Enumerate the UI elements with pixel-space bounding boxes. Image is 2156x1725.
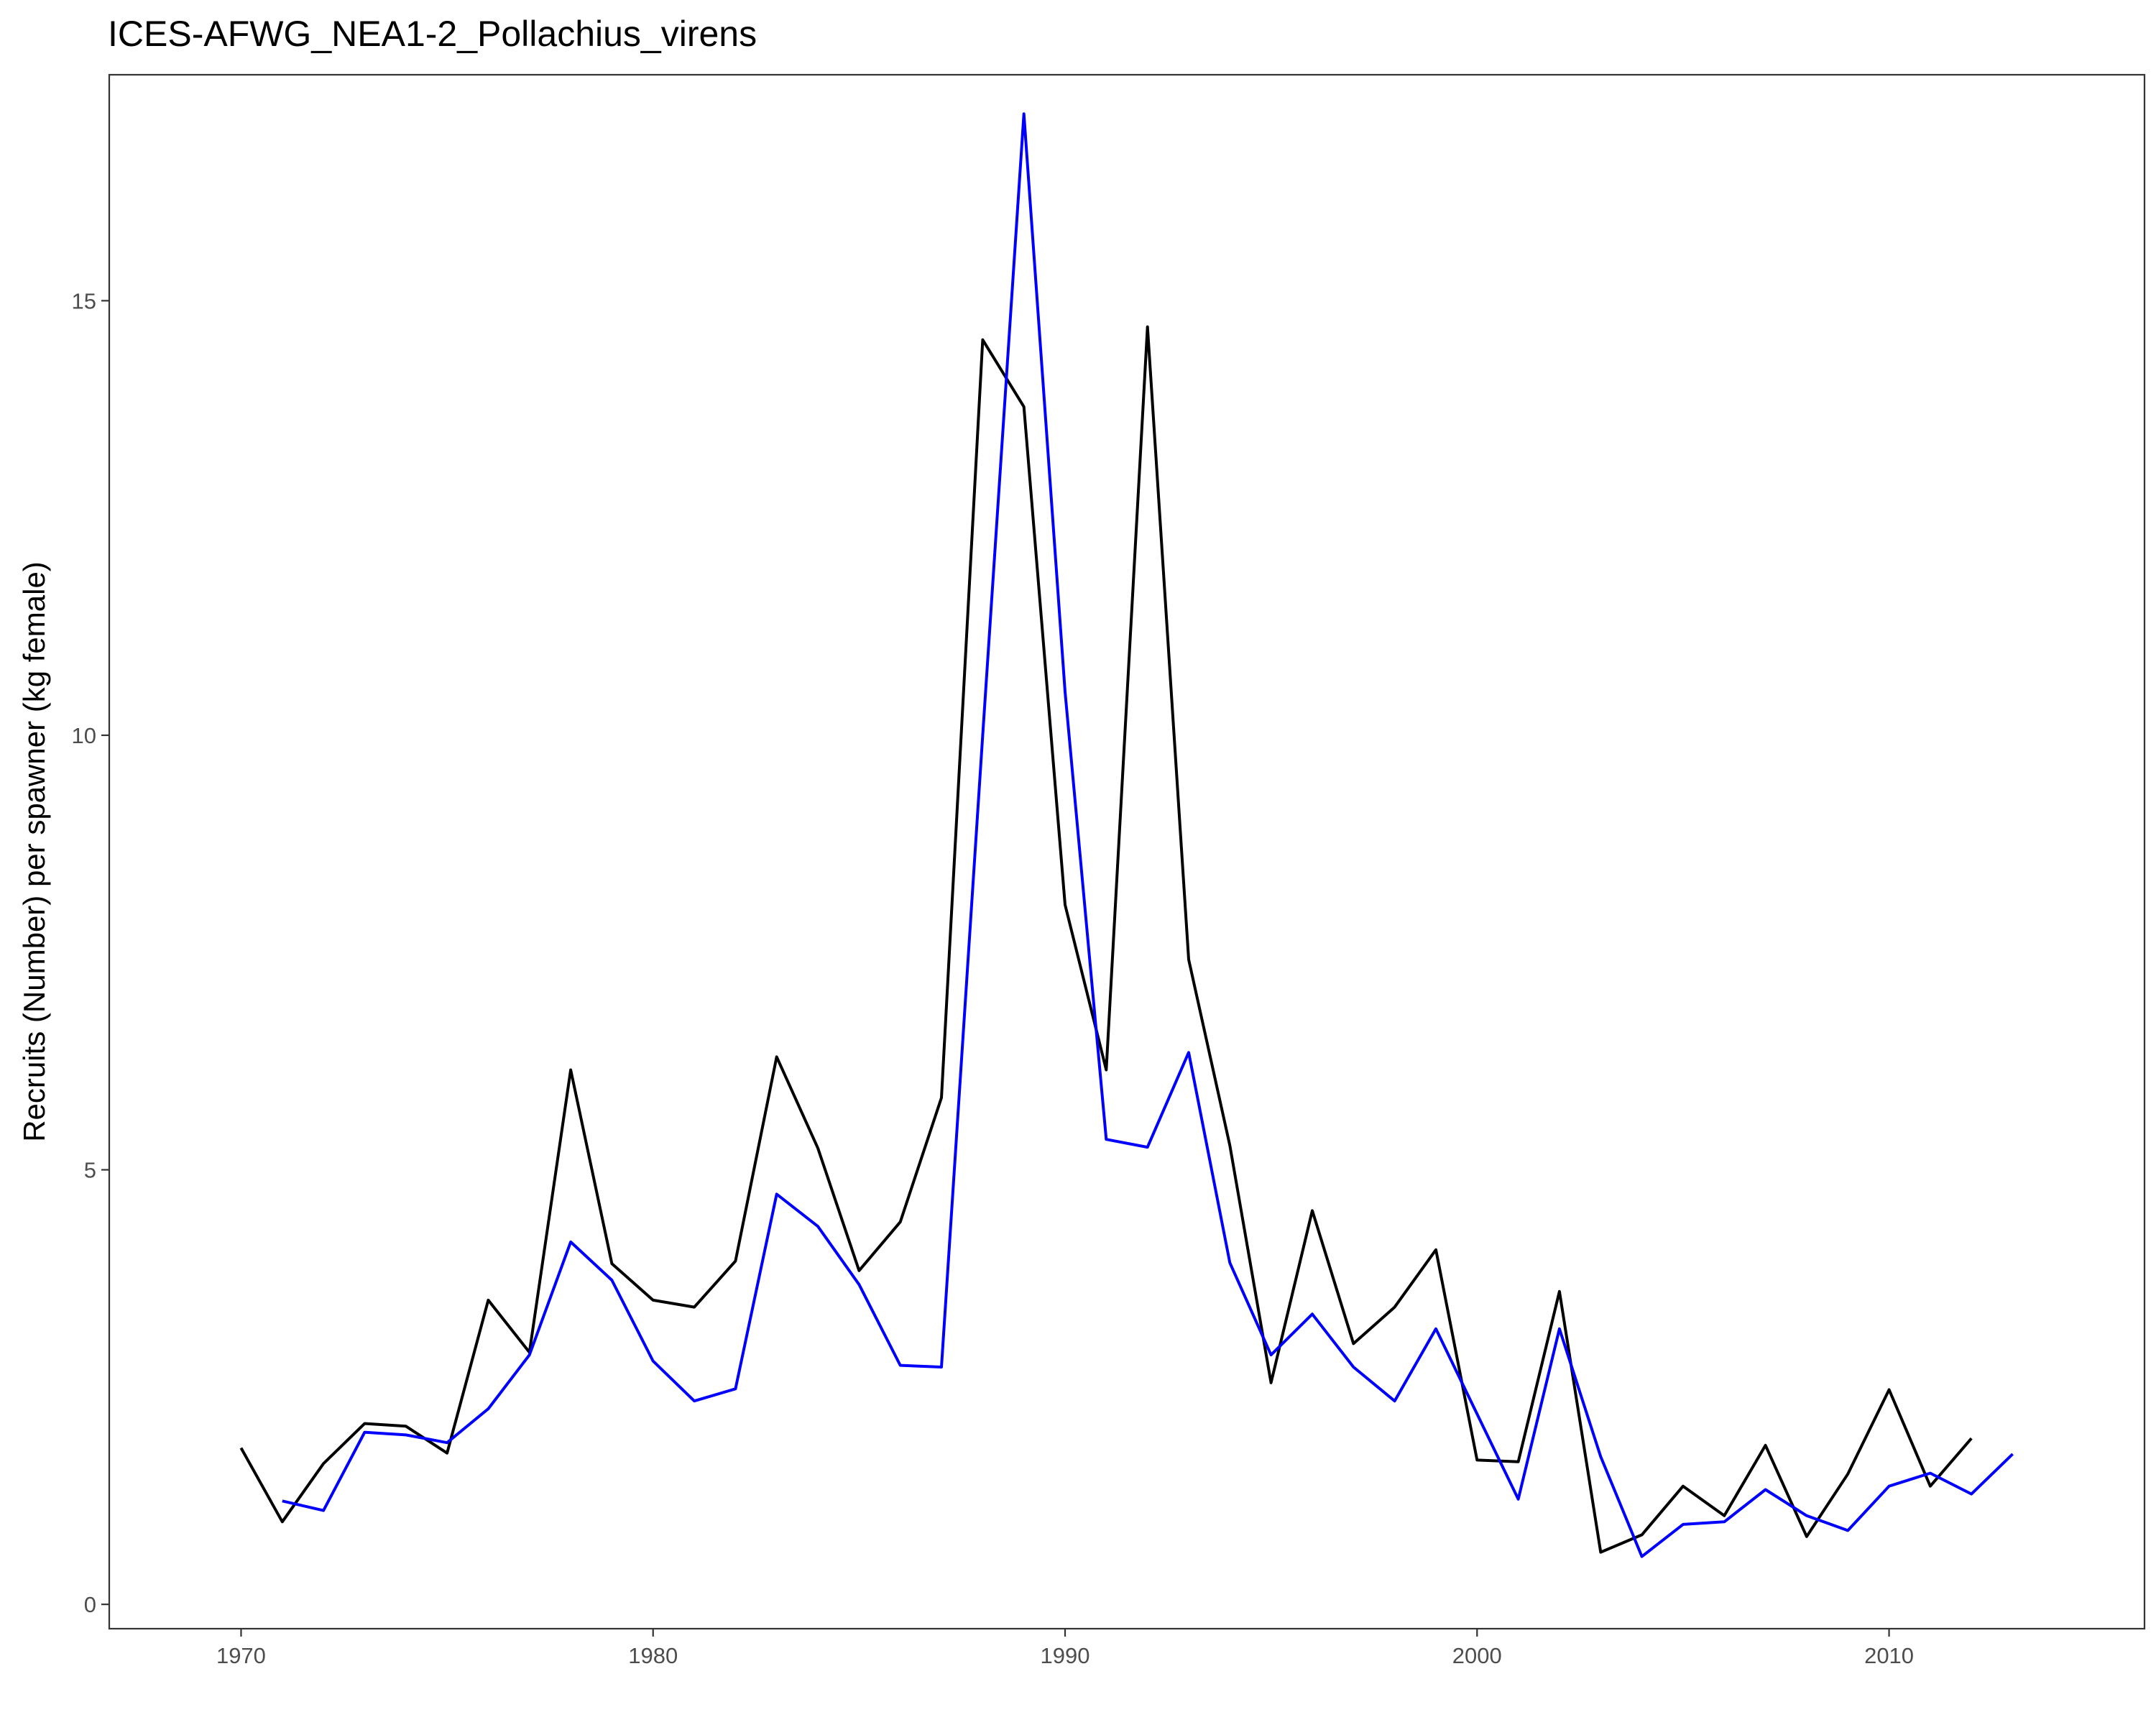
series-line-2: [282, 112, 2014, 1558]
x-tick-label: 1990: [1041, 1643, 1090, 1668]
x-tick-label: 1980: [628, 1643, 678, 1668]
y-tick-label: 15: [72, 288, 96, 313]
y-tick-label: 10: [72, 723, 96, 748]
chart-title: ICES-AFWG_NEA1-2_Pollachius_virens: [108, 14, 757, 54]
plot-panel: [108, 73, 2146, 1630]
series-layer: [239, 112, 2014, 1558]
x-tick-label: 1970: [216, 1643, 266, 1668]
x-tick-label: 2000: [1452, 1643, 1502, 1668]
y-tick-label: 5: [84, 1158, 96, 1183]
y-axis: 0 5 10 15: [72, 288, 109, 1617]
y-axis-title: Recruits (Number) per spawner (kg female…: [17, 561, 51, 1142]
x-tick-label: 2010: [1864, 1643, 1914, 1668]
x-axis: 1970 1980 1990 2000 2010: [216, 1629, 1914, 1668]
y-tick-label: 0: [84, 1592, 96, 1617]
